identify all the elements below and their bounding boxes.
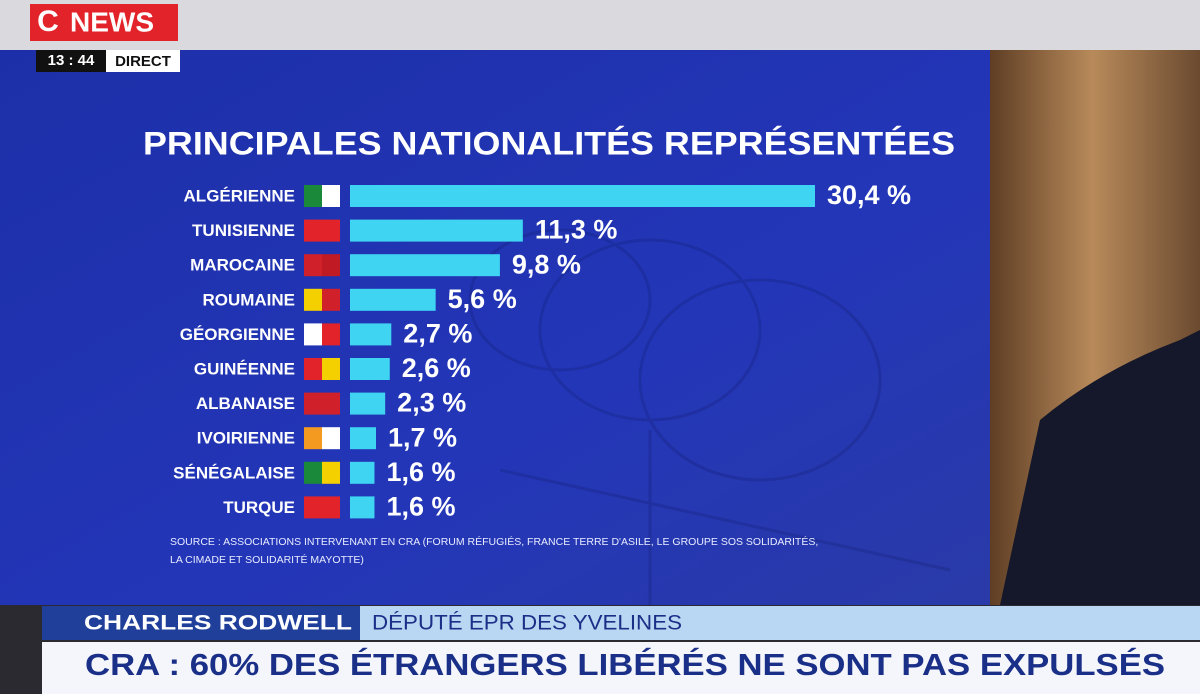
value-label: 2,3 % [397, 388, 466, 418]
bar [350, 427, 377, 450]
bar [350, 323, 392, 346]
flag [304, 427, 322, 450]
category-label: IVOIRIENNE [197, 429, 295, 448]
flag [304, 358, 322, 380]
logo-text: NEWS [70, 6, 154, 37]
chart-panel [0, 50, 990, 605]
value-label: 2,7 % [403, 319, 472, 349]
category-label: GUINÉENNE [194, 359, 295, 378]
category-label: MAROCAINE [190, 256, 295, 275]
source-line: SOURCE : ASSOCIATIONS INTERVENANT EN CRA… [170, 535, 818, 548]
flag [304, 323, 322, 346]
flag [304, 496, 322, 519]
flag [322, 323, 340, 346]
category-label: GÉORGIENNE [180, 325, 295, 344]
flag [322, 427, 340, 450]
flag [322, 219, 340, 242]
flag [322, 461, 340, 484]
bar-chart: ALGÉRIENNE 30,4 % TUNISIENNE 11,3 % MAROCAIN… [173, 180, 911, 521]
name-box [42, 606, 360, 640]
bar [350, 219, 523, 242]
bar [350, 496, 375, 519]
flag [304, 392, 322, 415]
flag [304, 185, 322, 207]
flag [304, 288, 322, 311]
flag [304, 254, 322, 277]
value-label: 1,6 % [386, 492, 455, 522]
value-label: 1,6 % [386, 457, 455, 487]
value-label: 5,6 % [448, 284, 517, 314]
bar [350, 461, 375, 484]
flag [322, 496, 340, 519]
logo-box [30, 4, 178, 41]
category-label: ALGÉRIENNE [184, 186, 295, 205]
flag [322, 254, 340, 277]
bar [350, 392, 386, 415]
category-label: TURQUE [223, 498, 295, 517]
time-box [36, 50, 106, 72]
headline-band [42, 642, 1200, 694]
source-line: LA CIMADE ET SOLIDARITÉ MAYOTTE) [170, 553, 364, 566]
category-label: ROUMAINE [202, 290, 295, 309]
chart-title: PRINCIPALES NATIONALITÉS REPRÉSENTÉES [143, 125, 955, 161]
headline: CRA : 60% DES ÉTRANGERS LIBÉRÉS NE SONT … [85, 647, 1165, 682]
flag [322, 288, 340, 311]
bar [350, 254, 500, 277]
value-label: 30,4 % [827, 180, 911, 210]
top-bar [0, 0, 1200, 50]
guest-name: CHARLES RODWELL [84, 612, 352, 635]
flag [322, 392, 340, 415]
live-box [106, 50, 180, 72]
category-label: SÉNÉGALAISE [173, 463, 295, 482]
value-label: 9,8 % [512, 249, 581, 279]
guest-role: DÉPUTÉ EPR DES YVELINES [372, 612, 682, 635]
logo-c: C [37, 5, 59, 38]
value-label: 2,6 % [402, 353, 471, 383]
category-label: TUNISIENNE [192, 221, 295, 240]
bar [350, 358, 390, 380]
flag [304, 461, 322, 484]
live-label: DIRECT [115, 53, 171, 70]
value-label: 1,7 % [388, 422, 457, 452]
bar [350, 288, 436, 311]
category-label: ALBANAISE [196, 394, 295, 413]
value-label: 11,3 % [535, 215, 618, 245]
clock: 13 : 44 [48, 52, 95, 69]
background-wire [468, 228, 951, 605]
flag [322, 358, 340, 380]
video-person [1000, 330, 1200, 605]
bar [350, 185, 815, 207]
flag [304, 219, 322, 242]
flag [322, 185, 340, 207]
